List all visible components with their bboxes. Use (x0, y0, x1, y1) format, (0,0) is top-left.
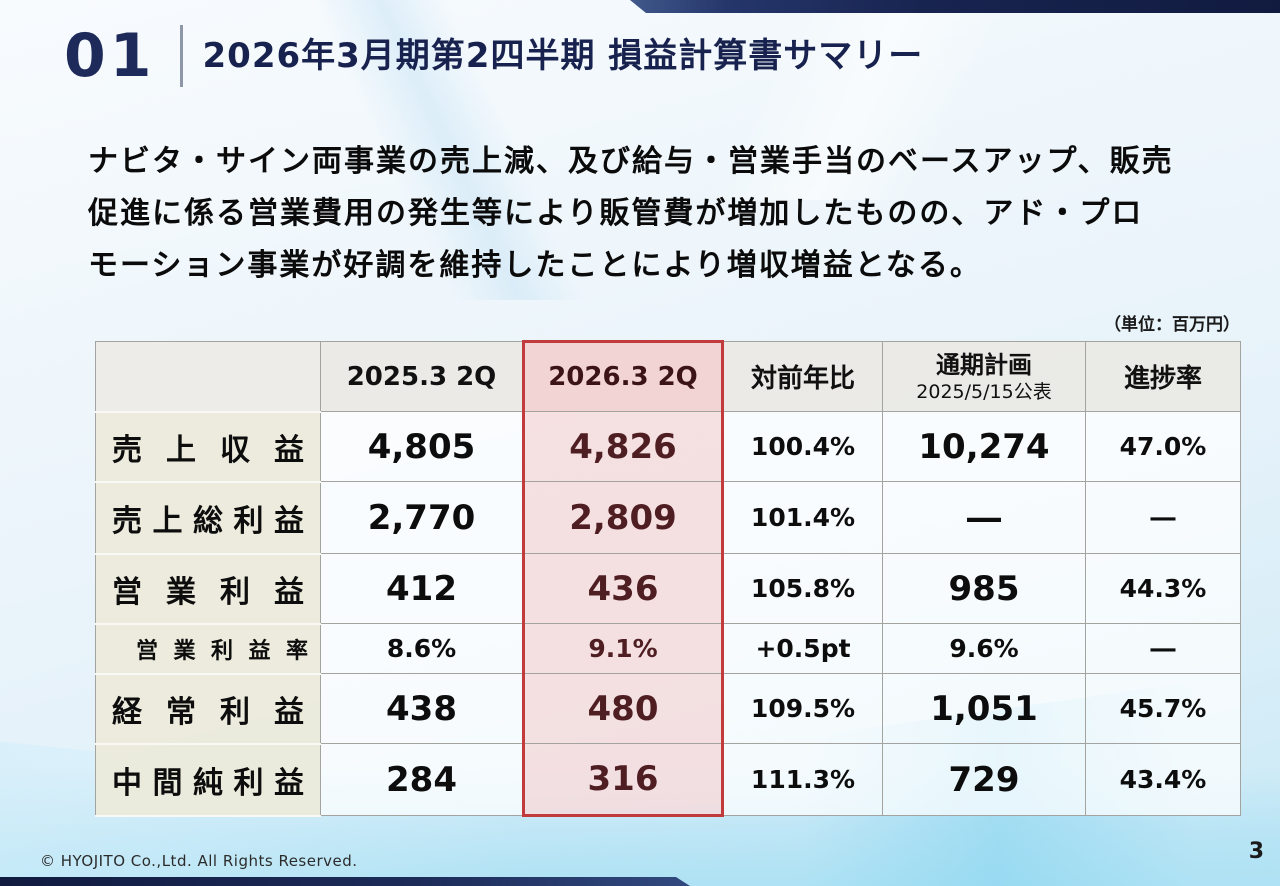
row-label: 中間純利益 (95, 742, 321, 817)
table-row-interim-net-profit: 中間純利益 284 316 111.3% 729 43.4% (95, 742, 1241, 817)
table-row-ordinary-profit: 経常利益 438 480 109.5% 1,051 45.7% (95, 672, 1241, 745)
table-row-revenue: 売上収益 4,805 4,826 100.4% 10,274 47.0% (95, 410, 1241, 483)
header-plan: 通期計画 2025/5/15公表 (882, 341, 1086, 412)
header-prior-period: 2025.3 2Q (320, 341, 524, 412)
cell-yoy: 100.4% (722, 411, 883, 482)
cell-progress: ― (1085, 623, 1241, 674)
cell-yoy: 111.3% (722, 743, 883, 816)
row-label: 営業利益率 (95, 622, 321, 675)
cell-plan: 10,274 (882, 411, 1086, 482)
cell-current: 480 (522, 673, 724, 744)
cell-prior: 284 (320, 743, 524, 816)
cell-yoy: 101.4% (722, 481, 883, 554)
cell-current: 2,809 (522, 481, 724, 554)
cell-prior: 8.6% (320, 623, 524, 674)
table-row-operating-profit: 営業利益 412 436 105.8% 985 44.3% (95, 552, 1241, 625)
cell-progress: 45.7% (1085, 673, 1241, 744)
cell-yoy: +0.5pt (722, 623, 883, 674)
row-label: 売上収益 (95, 410, 321, 483)
unit-label: （単位：百万円） (1104, 315, 1240, 335)
header-plan-subtitle: 2025/5/15公表 (916, 380, 1052, 403)
cell-prior: 412 (320, 553, 524, 624)
bottom-left-navy-ribbon (0, 877, 690, 886)
cell-prior: 4,805 (320, 411, 524, 482)
table-row-operating-margin: 営業利益率 8.6% 9.1% +0.5pt 9.6% ― (95, 622, 1241, 675)
summary-line: モーション事業が好調を維持したことにより増収増益となる。 (88, 248, 982, 283)
header-current-period: 2026.3 2Q (522, 340, 724, 412)
cell-plan: 729 (882, 743, 1086, 816)
header-plan-title: 通期計画 (936, 350, 1032, 379)
slide-header: 01 2026年3月期第2四半期 損益計算書サマリー (64, 20, 923, 92)
cell-progress: 44.3% (1085, 553, 1241, 624)
top-right-navy-ribbon (630, 0, 1280, 13)
pl-summary-table: 2025.3 2Q 2026.3 2Q 対前年比 通期計画 2025/5/15公… (95, 340, 1241, 817)
cell-progress: 47.0% (1085, 411, 1241, 482)
summary-line: 促進に係る営業費用の発生等により販管費が増加したものの、アド・プロ (88, 196, 1144, 231)
cell-current: 316 (522, 743, 724, 817)
cell-plan: ― (882, 481, 1086, 554)
row-label: 営業利益 (95, 552, 321, 625)
cell-yoy: 109.5% (722, 673, 883, 744)
cell-progress: 43.4% (1085, 743, 1241, 816)
page-number: 3 (1248, 839, 1264, 864)
row-label: 経常利益 (95, 672, 321, 745)
cell-plan: 9.6% (882, 623, 1086, 674)
cell-prior: 438 (320, 673, 524, 744)
page-title: 2026年3月期第2四半期 損益計算書サマリー (202, 36, 924, 76)
row-label: 売上総利益 (95, 480, 321, 555)
header-progress: 進捗率 (1085, 341, 1241, 412)
table-header-row: 2025.3 2Q 2026.3 2Q 対前年比 通期計画 2025/5/15公… (95, 340, 1241, 412)
cell-yoy: 105.8% (722, 553, 883, 624)
cell-prior: 2,770 (320, 481, 524, 554)
section-number: 01 (64, 21, 156, 91)
header-yoy: 対前年比 (722, 341, 883, 412)
summary-line: ナビタ・サイン両事業の売上減、及び給与・営業手当のベースアップ、販売 (88, 144, 1174, 179)
cell-current: 436 (522, 553, 724, 624)
cell-plan: 985 (882, 553, 1086, 624)
header-divider (179, 25, 183, 87)
cell-current: 4,826 (522, 411, 724, 482)
cell-plan: 1,051 (882, 673, 1086, 744)
summary-paragraph: ナビタ・サイン両事業の売上減、及び給与・営業手当のベースアップ、販売 促進に係る… (88, 136, 1228, 292)
cell-progress: ― (1085, 481, 1241, 554)
cell-current: 9.1% (522, 623, 724, 674)
table-row-gross-profit: 売上総利益 2,770 2,809 101.4% ― ― (95, 480, 1241, 555)
header-blank-cell (95, 341, 321, 412)
copyright-text: © HYOJITO Co.,Ltd. All Rights Reserved. (40, 852, 358, 870)
